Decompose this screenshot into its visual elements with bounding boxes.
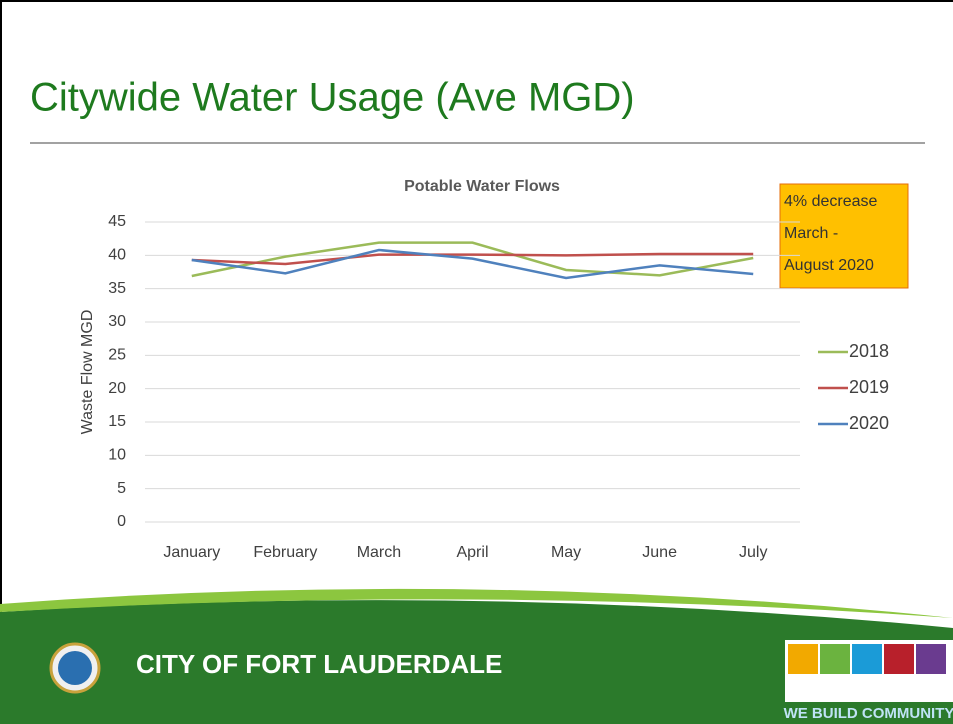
y-tick-label: 30 [108, 313, 126, 330]
icon [852, 644, 882, 674]
annotation-line: August 2020 [784, 257, 874, 274]
annotation-box [779, 183, 909, 289]
icon [820, 644, 850, 674]
y-tick-label: 40 [108, 247, 126, 264]
y-tick-label: 10 [108, 447, 126, 464]
footer-band [0, 600, 953, 724]
y-tick-label: 20 [108, 380, 126, 397]
annotation-line: 4% decrease [784, 193, 877, 210]
footer-swoosh [0, 588, 953, 618]
slide-title: Citywide Water Usage (Ave MGD) [30, 76, 635, 120]
x-tick-label: July [739, 544, 767, 561]
legend-label: 2020 [849, 413, 889, 433]
city-logo-inner [58, 651, 92, 685]
city-name: CITY OF FORT LAUDERDALE [136, 649, 502, 679]
annotation: 4% decrease March - August 2020 [784, 193, 877, 274]
tagline: WE BUILD COMMUNITY [784, 705, 953, 722]
line-series [191, 248, 754, 280]
x-tick-label: February [253, 544, 317, 561]
y-tick-label: 25 [108, 347, 126, 364]
x-tick-label: April [456, 544, 488, 561]
icon [884, 644, 914, 674]
y-tick-label: 15 [108, 413, 126, 430]
tagline-bar [785, 702, 953, 724]
chart-title: Potable Water Flows [404, 178, 560, 195]
y-axis-label: Waste Flow MGD [79, 310, 96, 435]
legend-label: 2019 [849, 377, 889, 397]
x-tick-label: January [163, 544, 220, 561]
x-tick-label: May [551, 544, 581, 561]
y-tick-label: 45 [108, 213, 126, 230]
line-series [191, 252, 754, 266]
icon [788, 644, 818, 674]
icon [916, 644, 946, 674]
y-tick-label: 0 [117, 513, 126, 530]
y-tick-label: 35 [108, 280, 126, 297]
annotation-line: March - [784, 225, 838, 242]
line-series [191, 241, 754, 278]
x-tick-label: March [357, 544, 401, 561]
x-tick-label: June [642, 544, 677, 561]
legend-label: 2018 [849, 341, 889, 361]
y-tick-label: 5 [117, 480, 126, 497]
